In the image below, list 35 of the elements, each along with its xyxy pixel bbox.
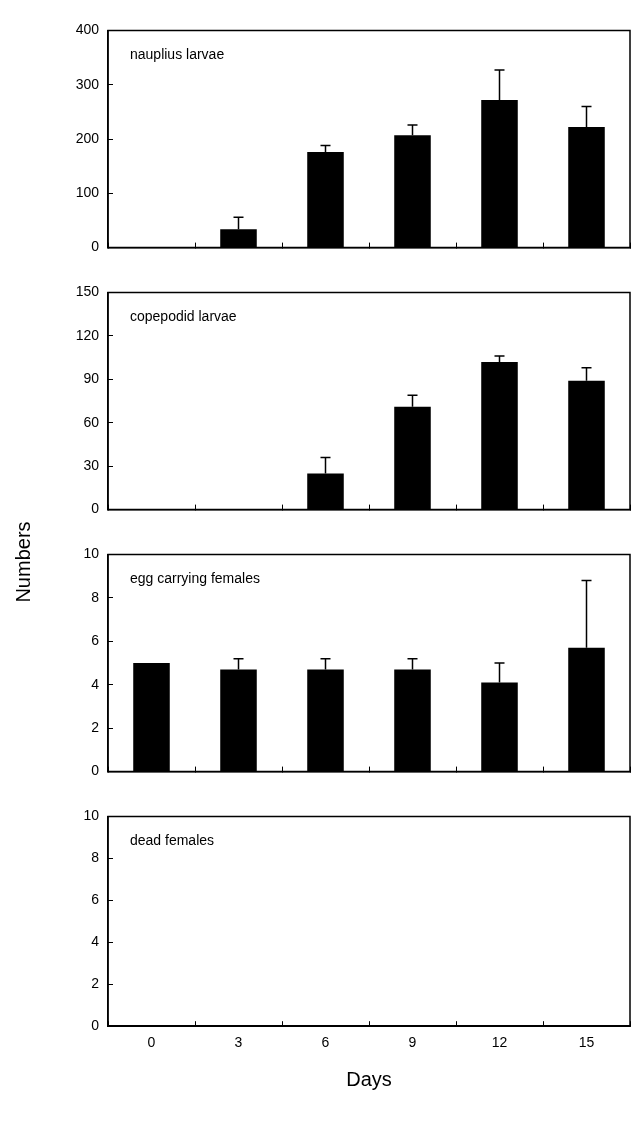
y-tick-label: 2 xyxy=(91,975,100,992)
text: nauplius larvae xyxy=(130,46,225,63)
x-tick-label: 12 xyxy=(491,1034,508,1051)
y-tick-label: 150 xyxy=(75,283,100,300)
y-tick-label: 100 xyxy=(75,184,100,201)
x-tick-label: 15 xyxy=(578,1034,595,1051)
y-tick-label: 0 xyxy=(91,1017,100,1034)
x-tick-label: 9 xyxy=(408,1034,417,1051)
y-tick-label: 8 xyxy=(91,588,100,605)
y-tick-label: 90 xyxy=(83,370,100,387)
text: copepodid larvae xyxy=(130,308,237,325)
y-tick-label: 0 xyxy=(91,500,100,517)
y-tick-label: 10 xyxy=(83,807,100,824)
x-tick-label: 0 xyxy=(147,1034,156,1051)
text: egg carrying females xyxy=(130,570,260,587)
x-axis-title: Days xyxy=(346,1067,392,1090)
y-tick-label: 6 xyxy=(91,632,100,649)
y-tick-label: 300 xyxy=(75,75,100,92)
y-tick-label: 4 xyxy=(91,933,100,950)
y-tick-label: 60 xyxy=(83,413,100,430)
y-tick-label: 0 xyxy=(91,238,100,255)
y-tick-label: 6 xyxy=(91,891,100,908)
text: dead females xyxy=(130,832,215,849)
y-tick-label: 400 xyxy=(75,21,100,38)
y-axis-title: Numbers xyxy=(11,521,35,603)
y-tick-label: 4 xyxy=(91,675,100,692)
x-tick-label: 3 xyxy=(234,1034,243,1051)
y-tick-label: 2 xyxy=(91,719,100,736)
y-tick-label: 200 xyxy=(75,129,100,146)
y-tick-label: 0 xyxy=(91,762,100,779)
y-tick-label: 120 xyxy=(75,326,100,343)
y-tick-label: 8 xyxy=(91,849,100,866)
x-tick-label: 6 xyxy=(321,1034,330,1051)
y-tick-label: 10 xyxy=(83,545,100,562)
y-tick-label: 30 xyxy=(83,457,100,474)
